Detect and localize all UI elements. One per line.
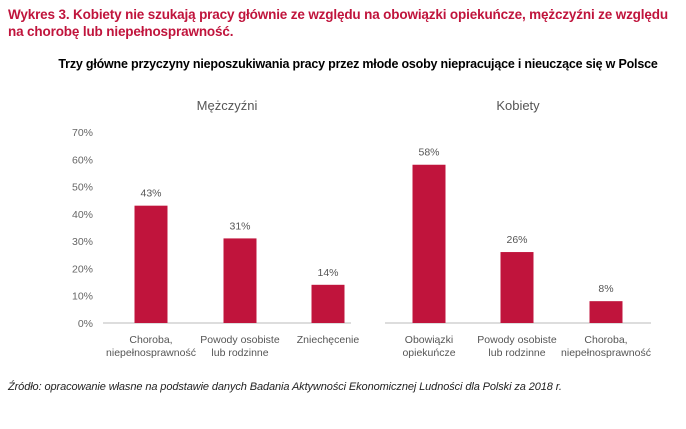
bar xyxy=(412,164,446,323)
y-tick-label: 30% xyxy=(72,236,93,248)
x-tick-label: Choroba, xyxy=(129,334,172,346)
bar xyxy=(589,301,623,323)
source-note: Źródło: opracowanie własne na podstawie … xyxy=(8,381,562,393)
data-label: 58% xyxy=(418,147,439,159)
x-tick-label: Powody osobiste xyxy=(477,334,557,346)
bar xyxy=(311,284,345,323)
x-tick-label: lub rodzinne xyxy=(211,347,268,359)
chart-subtitle: Trzy główne przyczyny nieposzukiwania pr… xyxy=(58,57,658,71)
x-tick-label: Powody osobiste xyxy=(200,334,280,346)
x-tick-label: Zniechęcenie xyxy=(297,334,360,346)
bar xyxy=(223,238,257,323)
y-tick-label: 10% xyxy=(72,291,93,303)
panel-title: Kobiety xyxy=(496,98,540,113)
bar xyxy=(134,205,168,323)
bar xyxy=(500,252,534,323)
x-tick-label: lub rodzinne xyxy=(488,347,545,359)
y-tick-label: 40% xyxy=(72,209,93,221)
y-tick-label: 0% xyxy=(78,318,93,330)
x-tick-label: Choroba, xyxy=(584,334,627,346)
data-label: 8% xyxy=(598,283,613,295)
y-tick-label: 60% xyxy=(72,154,93,166)
data-label: 14% xyxy=(317,267,338,279)
x-tick-label: Obowiązki xyxy=(405,334,453,346)
x-tick-label: opiekuńcze xyxy=(402,347,455,359)
y-tick-label: 50% xyxy=(72,182,93,194)
x-tick-label: niepełnosprawność xyxy=(106,347,196,359)
y-tick-label: 70% xyxy=(72,127,93,139)
panel-title: Mężczyźni xyxy=(197,98,258,113)
x-tick-label: niepełnosprawność xyxy=(561,347,651,359)
data-label: 26% xyxy=(506,234,527,246)
data-label: 43% xyxy=(140,188,161,200)
data-label: 31% xyxy=(229,220,250,232)
y-tick-label: 20% xyxy=(72,263,93,275)
figure-heading: Wykres 3. Kobiety nie szukają pracy głów… xyxy=(8,7,668,39)
